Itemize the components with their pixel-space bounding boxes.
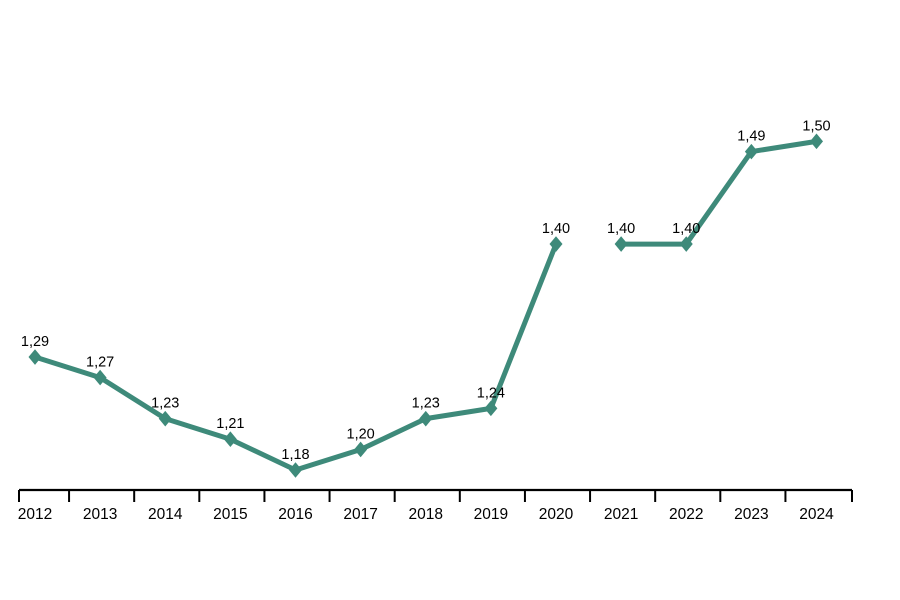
data-point-marker bbox=[93, 369, 107, 386]
x-axis: 2012 2013 2014 2015 2016 2017 2018 2019 2020 2021… bbox=[18, 488, 853, 523]
data-point-marker bbox=[614, 236, 628, 252]
x-axis-label: 2022 bbox=[669, 506, 703, 523]
data-point-label: 1,18 bbox=[281, 447, 309, 463]
data-point-marker bbox=[223, 431, 237, 447]
data-point-markers bbox=[28, 133, 823, 478]
x-axis-label: 2015 bbox=[213, 506, 247, 523]
x-axis-label: 2024 bbox=[799, 506, 834, 523]
data-point-marker bbox=[158, 410, 172, 427]
x-axis-label: 2017 bbox=[343, 506, 377, 523]
x-axis-label: 2012 bbox=[18, 506, 52, 523]
x-axis-label: 2013 bbox=[83, 506, 117, 523]
data-point-labels: 1,29 1,27 1,23 1,21 1,18 1,20 1,23 1,24 1,40 1,40… bbox=[21, 118, 831, 463]
data-point-label: 1,40 bbox=[542, 221, 570, 237]
data-point-marker bbox=[810, 133, 823, 150]
x-axis-label: 2020 bbox=[539, 506, 574, 523]
data-point-label: 1,21 bbox=[216, 416, 244, 432]
data-point-label: 1,23 bbox=[412, 396, 440, 412]
data-point-label: 1,27 bbox=[86, 355, 114, 371]
data-point-marker bbox=[484, 400, 498, 417]
data-point-marker bbox=[289, 462, 302, 478]
data-point-label: 1,50 bbox=[802, 118, 830, 134]
data-point-marker bbox=[549, 236, 563, 252]
data-point-label: 1,40 bbox=[607, 221, 635, 237]
data-point-label: 1,20 bbox=[347, 426, 375, 442]
data-point-marker bbox=[354, 441, 368, 458]
data-point-marker bbox=[744, 143, 758, 160]
x-axis-label: 2023 bbox=[734, 506, 768, 523]
x-axis-label: 2021 bbox=[604, 506, 638, 523]
data-point-marker bbox=[679, 236, 693, 252]
x-axis-label: 2016 bbox=[278, 506, 312, 523]
data-point-label: 1,29 bbox=[21, 334, 49, 350]
data-point-label: 1,49 bbox=[737, 129, 765, 145]
x-axis-label: 2014 bbox=[148, 506, 183, 523]
data-point-marker bbox=[419, 410, 433, 427]
data-point-marker bbox=[28, 349, 42, 365]
data-point-label: 1,23 bbox=[151, 396, 179, 412]
line-series-segment bbox=[618, 138, 819, 247]
x-axis-label: 2019 bbox=[474, 506, 508, 523]
x-axis-label: 2018 bbox=[409, 506, 443, 523]
data-point-label: 1,24 bbox=[477, 385, 505, 401]
data-point-label: 1,40 bbox=[672, 221, 700, 237]
